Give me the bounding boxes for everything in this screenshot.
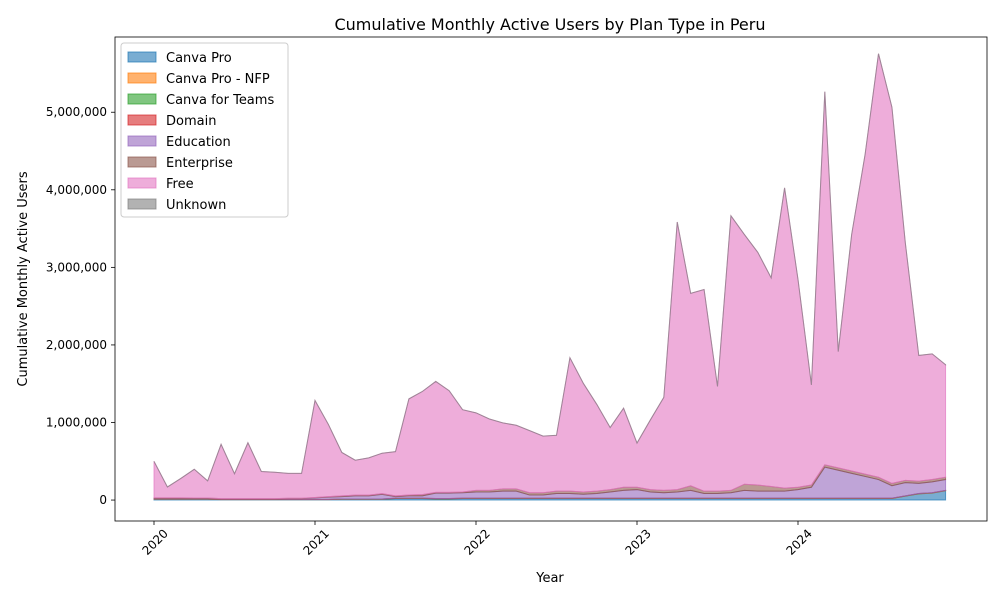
legend-swatch-canva-pro <box>127 51 157 63</box>
legend-swatch-unknown <box>127 198 157 210</box>
plot-frame <box>114 36 988 522</box>
legend-label-canva-pro-nfp: Canva Pro - NFP <box>166 72 270 87</box>
area-layers <box>153 53 947 501</box>
y-tick-label: 0 <box>99 493 107 507</box>
y-tick-label: 4,000,000 <box>46 183 107 197</box>
chart-title: Cumulative Monthly Active Users by Plan … <box>334 15 765 34</box>
legend-label-domain: Domain <box>166 114 216 129</box>
legend-swatch-education <box>127 135 157 147</box>
legend-swatch-canva-for-teams <box>127 93 157 105</box>
legend-label-free: Free <box>166 177 194 192</box>
legend-swatch-enterprise <box>127 156 157 168</box>
legend-label-enterprise: Enterprise <box>166 156 233 171</box>
x-axis-label: Year <box>535 571 564 586</box>
y-tick-label: 1,000,000 <box>46 415 107 429</box>
y-tick-label: 5,000,000 <box>46 105 107 119</box>
y-axis: 0 1,000,000 2,000,000 3,000,000 4,000,000 5,0… <box>46 105 115 507</box>
legend-box <box>120 42 289 218</box>
legend-label-education: Education <box>166 135 231 150</box>
legend-swatch-free <box>127 177 157 189</box>
y-tick-label: 2,000,000 <box>46 338 107 352</box>
legend-swatch-canva-pro-nfp <box>127 72 157 84</box>
legend-label-canva-pro: Canva Pro <box>166 51 232 66</box>
legend-swatch-domain <box>127 114 157 126</box>
area-series-unknown <box>153 53 947 488</box>
y-axis-label: Cumulative Monthly Active Users <box>16 171 31 386</box>
legend-label-unknown: Unknown <box>166 198 226 213</box>
y-tick-label: 3,000,000 <box>46 260 107 274</box>
legend: Canva Pro Canva Pro - NFP Canva for Teams D… <box>120 42 289 218</box>
legend-label-canva-for-teams: Canva for Teams <box>166 93 274 108</box>
